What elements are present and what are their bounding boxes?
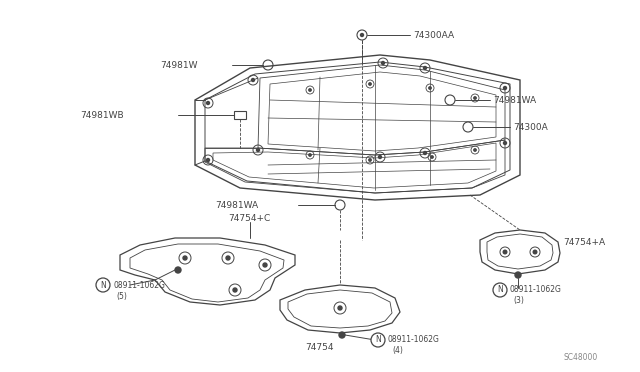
Circle shape xyxy=(429,87,431,89)
Text: 74981WB: 74981WB xyxy=(80,110,124,119)
Circle shape xyxy=(474,97,476,99)
Text: 74981WA: 74981WA xyxy=(215,201,258,209)
Circle shape xyxy=(504,141,506,144)
Text: 08911-1062G: 08911-1062G xyxy=(510,285,562,295)
Circle shape xyxy=(424,151,426,154)
Text: N: N xyxy=(100,280,106,289)
Circle shape xyxy=(233,288,237,292)
Circle shape xyxy=(369,83,371,85)
Text: 74754+C: 74754+C xyxy=(228,214,270,222)
Text: 74981WA: 74981WA xyxy=(493,96,536,105)
Text: (4): (4) xyxy=(392,346,403,356)
Circle shape xyxy=(431,156,433,158)
Text: 74981W: 74981W xyxy=(160,61,198,70)
Circle shape xyxy=(360,33,364,36)
Circle shape xyxy=(96,278,110,292)
Circle shape xyxy=(381,61,385,64)
Text: N: N xyxy=(497,285,503,295)
Circle shape xyxy=(338,306,342,310)
FancyBboxPatch shape xyxy=(234,111,246,119)
Circle shape xyxy=(263,263,267,267)
Circle shape xyxy=(515,272,521,278)
Circle shape xyxy=(183,256,187,260)
Circle shape xyxy=(339,332,345,338)
Circle shape xyxy=(369,159,371,161)
Circle shape xyxy=(493,283,507,297)
Text: 74754+A: 74754+A xyxy=(563,237,605,247)
Circle shape xyxy=(504,87,506,90)
Text: 08911-1062G: 08911-1062G xyxy=(113,280,165,289)
Text: 08911-1062G: 08911-1062G xyxy=(388,336,440,344)
Circle shape xyxy=(378,155,381,158)
Text: N: N xyxy=(375,336,381,344)
Circle shape xyxy=(533,250,537,254)
Circle shape xyxy=(252,78,255,81)
Text: 74300A: 74300A xyxy=(513,122,548,131)
Text: SC48000: SC48000 xyxy=(564,353,598,362)
Circle shape xyxy=(226,256,230,260)
Text: (3): (3) xyxy=(513,296,524,305)
Circle shape xyxy=(257,148,259,151)
Text: 74754: 74754 xyxy=(305,343,333,353)
Circle shape xyxy=(474,149,476,151)
Circle shape xyxy=(309,89,311,91)
Circle shape xyxy=(424,67,426,70)
Circle shape xyxy=(207,102,209,105)
Text: 74300AA: 74300AA xyxy=(413,31,454,39)
Text: (5): (5) xyxy=(116,292,127,301)
Circle shape xyxy=(309,154,311,156)
Circle shape xyxy=(175,267,181,273)
Circle shape xyxy=(371,333,385,347)
Circle shape xyxy=(503,250,507,254)
Circle shape xyxy=(207,158,209,161)
